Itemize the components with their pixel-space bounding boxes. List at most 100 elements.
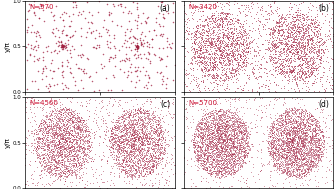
Point bbox=[293, 98, 298, 101]
Point bbox=[113, 144, 118, 147]
Point bbox=[60, 45, 65, 48]
Point bbox=[275, 159, 280, 162]
Point bbox=[155, 123, 160, 126]
Point bbox=[216, 135, 221, 138]
Point bbox=[42, 131, 47, 134]
Point bbox=[203, 186, 209, 189]
Point bbox=[219, 2, 225, 5]
Point bbox=[276, 29, 281, 32]
Point bbox=[189, 79, 194, 82]
Point bbox=[257, 8, 262, 11]
Point bbox=[214, 34, 220, 37]
Point bbox=[50, 144, 55, 147]
Point bbox=[311, 116, 316, 119]
Point bbox=[292, 122, 298, 125]
Point bbox=[201, 153, 206, 156]
Point bbox=[111, 137, 117, 140]
Point bbox=[69, 161, 74, 164]
Point bbox=[221, 166, 226, 169]
Point bbox=[93, 47, 98, 50]
Point bbox=[224, 139, 229, 142]
Point bbox=[61, 118, 66, 121]
Point bbox=[36, 147, 41, 150]
Point bbox=[51, 119, 56, 122]
Point bbox=[280, 122, 285, 125]
Point bbox=[73, 146, 78, 149]
Point bbox=[294, 160, 299, 163]
Point bbox=[301, 139, 307, 142]
Point bbox=[214, 0, 220, 3]
Point bbox=[217, 115, 222, 119]
Point bbox=[294, 147, 299, 150]
Point bbox=[100, 180, 105, 183]
Point bbox=[128, 168, 133, 171]
Point bbox=[319, 143, 324, 146]
Point bbox=[131, 174, 137, 177]
Point bbox=[329, 178, 334, 181]
Point bbox=[315, 8, 320, 11]
Point bbox=[55, 135, 60, 138]
Point bbox=[221, 88, 226, 91]
Point bbox=[223, 110, 229, 113]
Point bbox=[289, 24, 295, 27]
Point bbox=[238, 58, 243, 61]
Point bbox=[44, 148, 49, 151]
Point bbox=[35, 125, 41, 128]
Point bbox=[59, 132, 64, 135]
Point bbox=[293, 129, 299, 132]
Point bbox=[45, 124, 50, 127]
Point bbox=[150, 137, 156, 140]
Point bbox=[91, 136, 97, 139]
Point bbox=[291, 108, 296, 111]
Point bbox=[283, 18, 289, 21]
Point bbox=[201, 117, 207, 120]
Point bbox=[271, 142, 276, 145]
Point bbox=[145, 139, 150, 142]
Point bbox=[243, 64, 248, 67]
Point bbox=[64, 45, 69, 48]
Point bbox=[140, 109, 145, 112]
Point bbox=[322, 40, 327, 43]
Point bbox=[218, 131, 223, 134]
Point bbox=[86, 109, 92, 112]
Point bbox=[83, 139, 88, 142]
Point bbox=[233, 72, 238, 75]
Point bbox=[292, 131, 297, 134]
Point bbox=[226, 140, 231, 143]
Point bbox=[84, 139, 89, 142]
Point bbox=[131, 126, 136, 129]
Point bbox=[192, 40, 197, 43]
Point bbox=[214, 81, 219, 84]
Point bbox=[277, 57, 282, 60]
Point bbox=[273, 151, 278, 154]
Point bbox=[221, 137, 226, 140]
Point bbox=[286, 159, 292, 162]
Point bbox=[89, 167, 94, 170]
Point bbox=[220, 162, 226, 165]
Point bbox=[63, 123, 68, 126]
Point bbox=[210, 69, 216, 72]
Point bbox=[297, 146, 303, 149]
Point bbox=[229, 155, 234, 158]
Point bbox=[196, 160, 201, 163]
Point bbox=[206, 69, 212, 72]
Point bbox=[258, 108, 264, 112]
Point bbox=[320, 176, 325, 179]
Point bbox=[315, 31, 320, 34]
Point bbox=[240, 60, 246, 63]
Point bbox=[57, 147, 63, 150]
Point bbox=[66, 132, 71, 135]
Point bbox=[271, 156, 276, 159]
Point bbox=[316, 3, 321, 6]
Point bbox=[126, 146, 131, 149]
Point bbox=[298, 45, 304, 48]
Point bbox=[128, 167, 134, 170]
Point bbox=[274, 61, 279, 64]
Point bbox=[236, 151, 241, 154]
Point bbox=[164, 45, 169, 48]
Point bbox=[227, 13, 232, 16]
Point bbox=[223, 134, 228, 137]
Point bbox=[216, 167, 222, 170]
Point bbox=[231, 138, 237, 141]
Point bbox=[320, 152, 325, 155]
